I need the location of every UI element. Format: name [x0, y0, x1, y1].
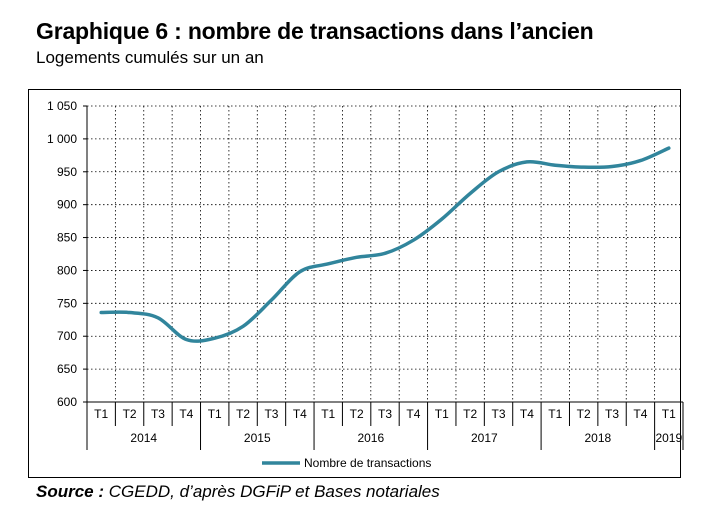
- year-label: 2016: [357, 431, 384, 445]
- y-tick-label: 850: [57, 231, 77, 245]
- source-note: Source : CGEDD, d’après DGFiP et Bases n…: [36, 482, 440, 502]
- x-tick-label: T4: [406, 407, 420, 421]
- x-tick-label: T3: [151, 407, 165, 421]
- y-tick-label: 600: [57, 395, 77, 409]
- x-tick-label: T2: [123, 407, 137, 421]
- y-tick-label: 750: [57, 296, 77, 310]
- year-label: 2015: [244, 431, 271, 445]
- year-label: 2017: [471, 431, 498, 445]
- x-tick-label: T4: [520, 407, 534, 421]
- x-tick-label: T2: [350, 407, 364, 421]
- x-tick-label: T1: [94, 407, 108, 421]
- x-tick-label: T1: [321, 407, 335, 421]
- y-tick-label: 800: [57, 263, 77, 277]
- y-tick-label: 950: [57, 165, 77, 179]
- x-tick-label: T4: [293, 407, 307, 421]
- y-tick-label: 1 000: [47, 132, 77, 146]
- x-tick-label: T2: [463, 407, 477, 421]
- legend-label: Nombre de transactions: [304, 456, 431, 470]
- x-tick-label: T1: [662, 407, 676, 421]
- x-tick-label: T4: [633, 407, 647, 421]
- x-tick-label: T2: [577, 407, 591, 421]
- source-text: CGEDD, d’après DGFiP et Bases notariales: [108, 482, 440, 501]
- x-tick-label: T1: [208, 407, 222, 421]
- y-tick-label: 700: [57, 329, 77, 343]
- x-tick-label: T3: [492, 407, 506, 421]
- chart-subtitle: Logements cumulés sur un an: [36, 48, 264, 67]
- x-tick-label: T3: [378, 407, 392, 421]
- series-line: [99, 146, 671, 343]
- source-label: Source :: [36, 482, 105, 501]
- x-tick-label: T3: [264, 407, 278, 421]
- x-tick-label: T4: [179, 407, 193, 421]
- y-tick-label: 650: [57, 362, 77, 376]
- year-label: 2018: [585, 431, 612, 445]
- x-tick-label: T3: [605, 407, 619, 421]
- y-tick-label: 900: [57, 198, 77, 212]
- y-tick-label: 1 050: [47, 99, 77, 113]
- year-label: 2019: [655, 431, 682, 445]
- x-tick-label: T1: [548, 407, 562, 421]
- chart-frame: [28, 89, 681, 478]
- year-label: 2014: [130, 431, 157, 445]
- x-tick-label: T2: [236, 407, 250, 421]
- chart-title: Graphique 6 : nombre de transactions dan…: [36, 18, 594, 44]
- x-tick-label: T1: [435, 407, 449, 421]
